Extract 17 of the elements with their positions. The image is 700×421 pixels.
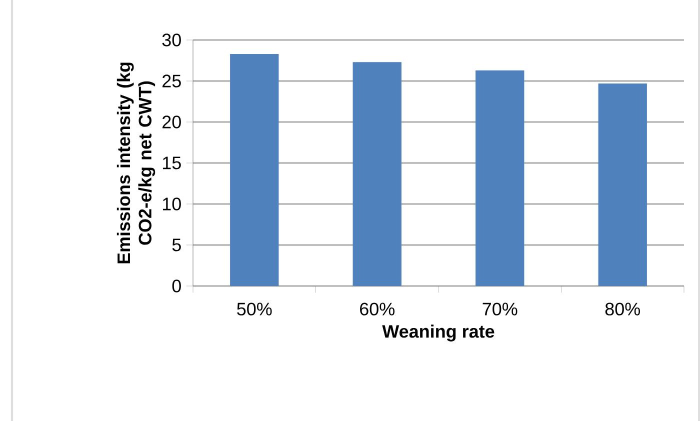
y-tick-label: 15 (162, 156, 181, 170)
x-tick-label: 50% (237, 302, 272, 316)
x-tick-label: 70% (482, 302, 518, 316)
y-tick-label: 0 (172, 280, 181, 292)
y-tick-label: 25 (162, 74, 181, 88)
bar (476, 70, 524, 286)
x-tick-label: 60% (360, 302, 394, 316)
y-tick-label: 10 (162, 198, 181, 210)
y-tick-label: 30 (162, 34, 181, 46)
x-axis-title: Weaning rate (382, 324, 494, 342)
bar (598, 83, 647, 286)
bar (352, 62, 402, 286)
y-tick-label: 5 (172, 238, 181, 252)
bar (230, 54, 279, 286)
y-axis-title: Emissions intensity (kg CO2-e/kg net CWT) (116, 62, 156, 264)
x-tick-label: 80% (605, 302, 640, 316)
y-tick-label: 20 (162, 116, 181, 128)
